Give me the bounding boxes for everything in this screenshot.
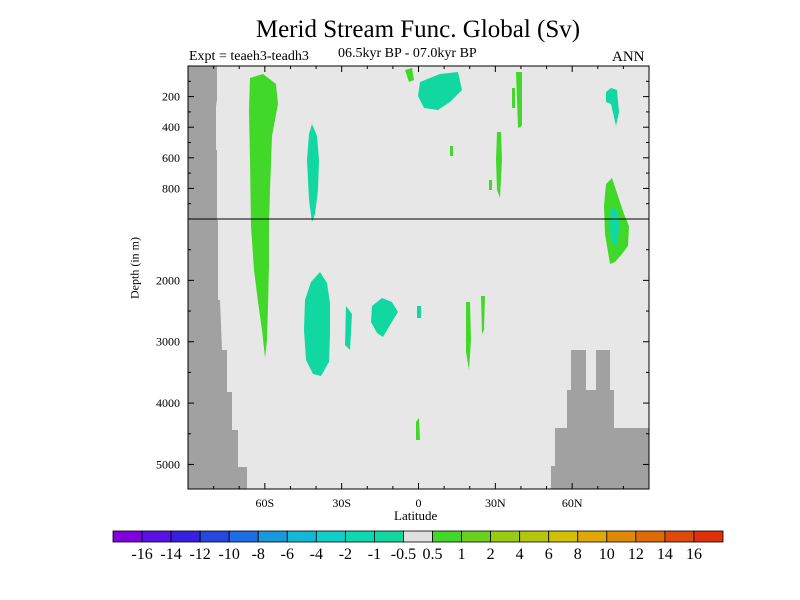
contour-region-70n-negative <box>606 88 619 126</box>
colorbar-label: 6 <box>545 546 553 563</box>
colorbar-swatch <box>286 530 317 543</box>
colorbar-label: 2 <box>487 546 495 563</box>
land-mask-arctic <box>551 350 649 489</box>
colorbar-swatch <box>432 530 462 543</box>
colorbar-swatch <box>344 530 375 543</box>
colorbar-label: -14 <box>160 546 181 563</box>
contour-regions <box>249 68 629 440</box>
season-label: ANN <box>612 49 645 65</box>
contour-region-eq-deep-negative <box>417 306 421 318</box>
contour-region-25n-deep-positive <box>481 296 485 334</box>
colorbar-label: 1 <box>458 546 466 563</box>
colorbar-label: -6 <box>281 546 294 563</box>
colorbar-swatch <box>577 530 608 543</box>
x-axis-ticks: 60S 30S 0 30N 60N <box>187 66 650 510</box>
contour-region-30s-negative <box>345 306 352 350</box>
colorbar-swatch <box>519 530 550 543</box>
contour-region-40n-upper-positive <box>516 72 522 128</box>
y-tick-label: 800 <box>162 181 180 195</box>
x-tick-label: 30N <box>485 496 506 510</box>
contour-region-70n-negative-core <box>609 206 620 248</box>
chart-title: Merid Stream Func. Global (Sv) <box>255 16 581 43</box>
contour-region-40s-deep-negative <box>304 272 330 376</box>
colorbar-swatch <box>548 530 579 543</box>
colorbar-swatch <box>635 530 666 543</box>
colorbar-swatch <box>141 530 172 543</box>
colorbar-label: 8 <box>574 546 582 563</box>
colorbar-label: -12 <box>189 546 210 563</box>
colorbar-label: 10 <box>599 546 615 563</box>
colorbar-label: -2 <box>339 546 352 563</box>
colorbar: -16 -14 -12 -10 -8 -6 -4 -2 -1 -0.5 0.5 1 2 4 6 8 10 12 14… <box>112 530 724 563</box>
land-mask-antarctica <box>188 66 247 489</box>
x-tick-label: 60S <box>255 496 274 510</box>
y-tick-label: 600 <box>162 151 180 165</box>
y-tick-label: 4000 <box>156 396 180 410</box>
y-tick-label: 5000 <box>156 457 180 471</box>
x-tick-label: 60N <box>562 496 583 510</box>
colorbar-label: 16 <box>686 546 702 563</box>
contour-region-eq-surface-positive <box>405 68 414 82</box>
colorbar-swatch <box>170 530 201 543</box>
y-tick-label: 200 <box>162 90 180 104</box>
contour-region-so-positive <box>249 74 278 358</box>
colorbar-swatch <box>257 530 288 543</box>
colorbar-label: 4 <box>516 546 524 563</box>
contour-region-20s-negative <box>371 298 398 337</box>
contour-region-20n-upper-positive <box>489 180 492 190</box>
y-tick-label: 2000 <box>156 273 180 287</box>
contour-region-10n-positive <box>450 146 453 156</box>
contour-region-35n-upper-positive <box>512 88 515 108</box>
x-tick-label: 30S <box>332 496 351 510</box>
colorbar-swatch <box>374 530 404 543</box>
y-tick-label: 400 <box>162 120 180 134</box>
colorbar-swatch <box>606 530 637 543</box>
colorbar-label: 0.5 <box>423 546 443 563</box>
colorbar-label: -10 <box>219 546 240 563</box>
colorbar-swatch <box>199 530 230 543</box>
x-tick-label: 0 <box>416 496 422 510</box>
colorbar-label: 14 <box>657 546 673 563</box>
colorbar-swatch <box>228 530 259 543</box>
contour-region-15n-deep-positive <box>466 302 471 370</box>
time-period-label: 06.5kyr BP - 07.0kyr BP <box>338 46 477 61</box>
colorbar-swatch <box>490 530 521 543</box>
contour-region-eq-surface-negative <box>418 72 462 110</box>
colorbar-swatch <box>461 530 492 543</box>
colorbar-label: -16 <box>131 546 152 563</box>
colorbar-swatch <box>664 530 695 543</box>
contour-region-eq-abyssal-positive <box>416 418 420 440</box>
colorbar-swatch <box>693 530 724 543</box>
colorbar-label: -4 <box>310 546 323 563</box>
colorbar-label: -0.5 <box>391 546 416 563</box>
y-tick-label: 3000 <box>156 335 180 349</box>
contour-region-40s-upper-negative <box>307 124 319 222</box>
colorbar-swatch <box>315 530 346 543</box>
x-axis-label: Latitude <box>394 508 438 523</box>
y-axis-ticks: 200 400 600 800 2000 3000 4000 5000 <box>156 80 649 471</box>
colorbar-swatch <box>112 530 143 543</box>
colorbar-swatch <box>403 530 433 543</box>
contour-region-25n-upper-positive <box>496 132 502 198</box>
colorbar-label: 12 <box>628 546 644 563</box>
colorbar-label: -1 <box>368 546 381 563</box>
experiment-label: Expt = teaeh3-teadh3 <box>189 49 309 64</box>
colorbar-label: -8 <box>252 546 265 563</box>
